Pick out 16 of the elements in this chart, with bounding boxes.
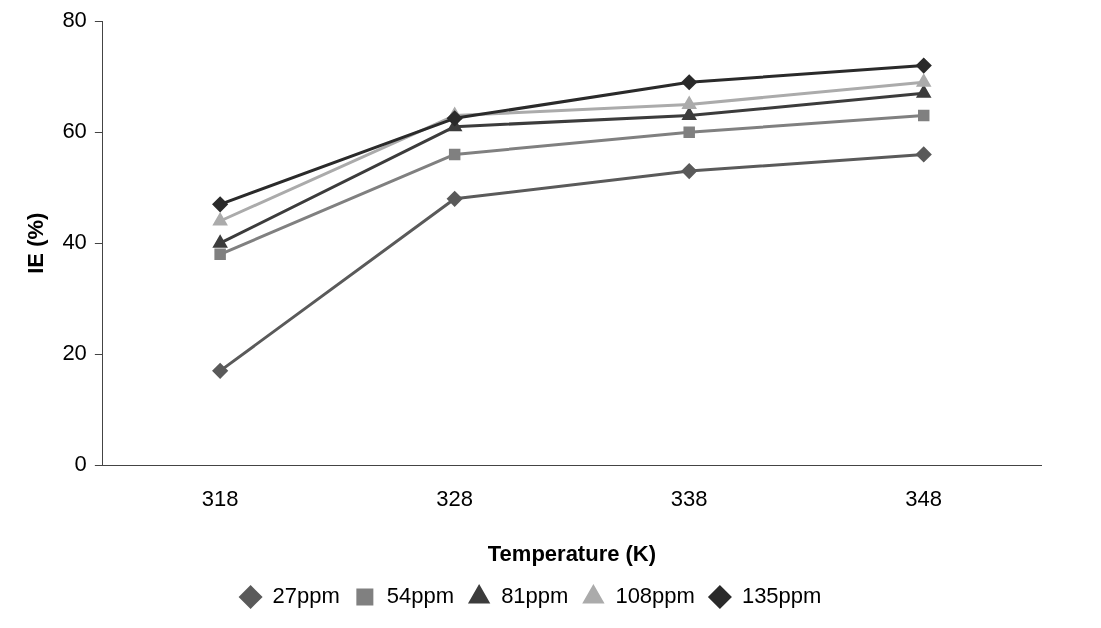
legend-label: 108ppm: [615, 583, 695, 609]
y-tick-label: 0: [74, 451, 87, 477]
y-tick-label: 60: [62, 118, 87, 144]
legend-label: 54ppm: [386, 583, 455, 609]
legend-label: 135ppm: [741, 583, 822, 609]
legend-label: 27ppm: [272, 583, 340, 609]
y-axis-title: IE (%): [23, 212, 49, 274]
x-tick-label: 348: [905, 486, 943, 512]
x-tick-label: 318: [201, 486, 239, 512]
x-tick-label: 338: [670, 486, 708, 512]
x-axis-title: Temperature (K): [487, 540, 657, 566]
y-tick-label: 40: [62, 229, 87, 255]
y-tick-label: 20: [62, 340, 87, 366]
x-tick-label: 328: [436, 486, 474, 512]
legend-label: 81ppm: [501, 583, 569, 609]
y-tick-label: 80: [62, 7, 87, 33]
